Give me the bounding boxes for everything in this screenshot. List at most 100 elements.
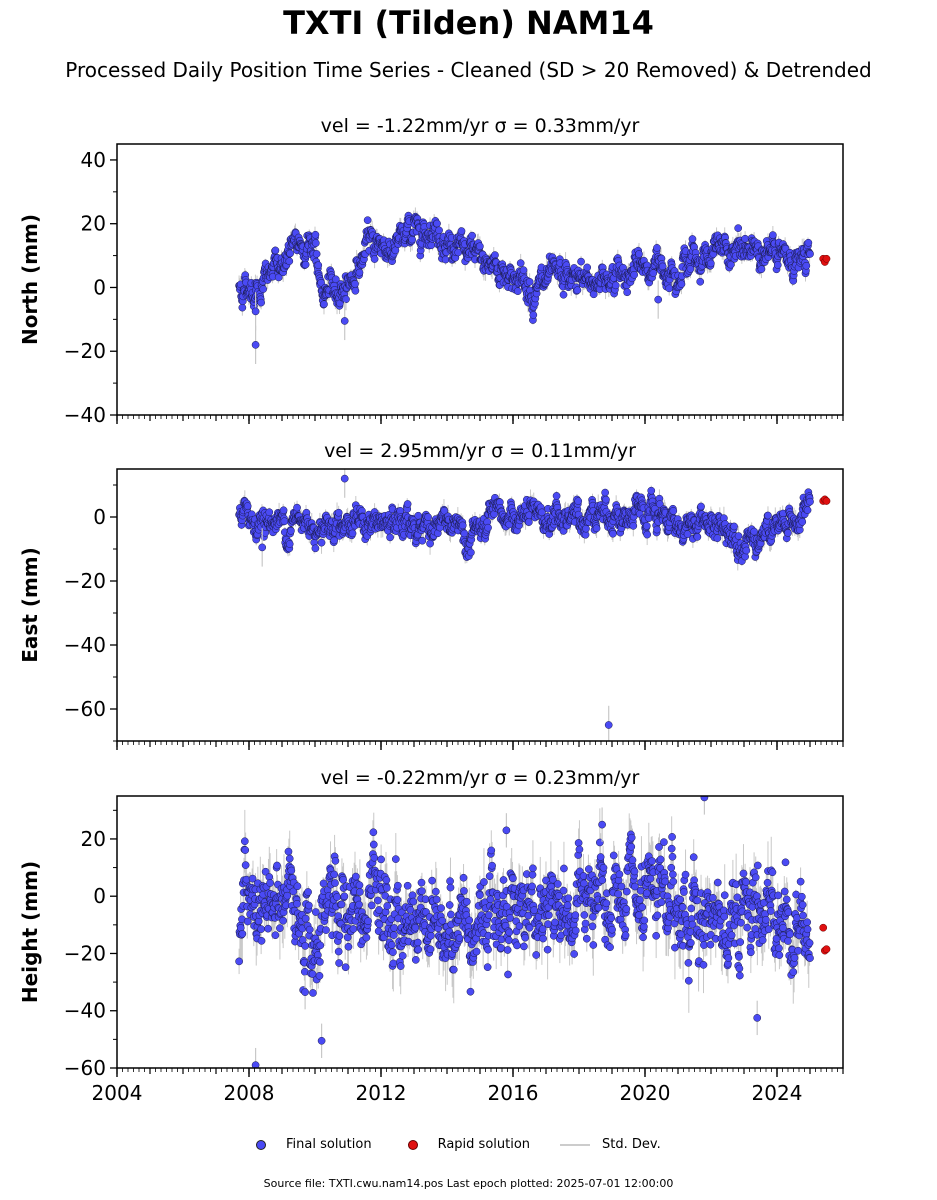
data-point-final <box>457 227 466 235</box>
data-point-final <box>287 527 295 535</box>
data-point-final <box>669 507 678 515</box>
data-point-final <box>658 262 667 271</box>
y-tick-label: −40 <box>64 403 106 427</box>
data-point-final <box>764 511 772 520</box>
data-point-final <box>363 216 372 225</box>
data-point-final <box>243 502 252 510</box>
data-point-final <box>525 278 534 286</box>
data-point-final <box>697 502 705 511</box>
data-point-final <box>686 265 695 273</box>
data-point-final <box>653 244 661 252</box>
data-point-final <box>574 497 583 505</box>
y-tick-label: 40 <box>81 148 106 172</box>
data-point-final <box>647 486 656 495</box>
data-point-final <box>458 521 467 530</box>
data-point-final <box>311 239 320 247</box>
data-point-final <box>798 517 807 526</box>
data-point-final <box>370 255 379 263</box>
data-point-final <box>559 290 568 299</box>
data-point-final <box>279 506 288 515</box>
y-tick-label: −20 <box>64 569 106 593</box>
data-point-final <box>312 250 321 258</box>
panel-2: vel = 2.95mm/yr σ = 0.11mm/yr East (mm) −6… <box>18 440 844 750</box>
series-rapid <box>819 495 831 505</box>
data-point-final <box>468 231 476 240</box>
y-axis-label: North (mm) <box>18 214 42 345</box>
data-point-final <box>386 533 394 542</box>
data-point-final <box>460 529 469 538</box>
data-point-final <box>750 527 758 536</box>
data-point-final <box>355 268 364 277</box>
data-point-rapid <box>822 497 831 505</box>
data-point-final <box>441 255 450 264</box>
data-point-final <box>285 257 294 266</box>
data-point-final <box>582 524 590 533</box>
series-final <box>235 796 814 1068</box>
data-point-final <box>424 513 432 521</box>
data-point-final <box>730 522 738 531</box>
data-point-final <box>524 518 533 526</box>
data-point-final <box>516 259 525 267</box>
data-point-final <box>271 246 280 255</box>
data-point-final <box>734 224 743 232</box>
data-point-final <box>317 538 326 547</box>
data-point-final <box>573 286 582 295</box>
data-point-final <box>286 249 294 258</box>
data-point-final <box>348 529 357 538</box>
data-point-final <box>484 523 492 532</box>
y-axis-label: Height (mm) <box>18 861 42 1003</box>
data-point-final <box>804 238 813 247</box>
data-point-final <box>440 506 449 515</box>
data-point-final <box>311 230 320 239</box>
data-point-final <box>802 261 811 270</box>
data-point-final <box>589 290 598 299</box>
data-point-final <box>391 246 400 255</box>
data-point-final <box>734 532 743 540</box>
data-point-outlier <box>604 721 613 729</box>
data-point-final <box>467 548 475 557</box>
data-point-final <box>629 522 638 530</box>
figure-title: TXTI (Tilden) NAM14 <box>283 4 654 42</box>
data-point-final <box>301 260 310 269</box>
data-point-final <box>285 540 294 548</box>
data-point-final <box>706 259 715 268</box>
data-point-final <box>602 495 610 504</box>
data-point-final <box>538 508 546 517</box>
panel-title: vel = -1.22mm/yr σ = 0.33mm/yr <box>321 115 640 137</box>
data-point-final <box>513 287 522 296</box>
panel-title: vel = -0.22mm/yr σ = 0.23mm/yr <box>321 767 640 789</box>
data-point-final <box>726 260 735 269</box>
data-point-final <box>583 263 592 272</box>
data-point-final <box>259 285 268 293</box>
data-point-final <box>713 534 722 543</box>
data-point-final <box>611 281 620 290</box>
data-point-outlier <box>258 543 267 552</box>
y-axis-label: East (mm) <box>18 547 42 663</box>
data-point-final <box>342 295 350 304</box>
y-tick-label: −20 <box>64 339 106 363</box>
data-point-outlier <box>340 474 349 483</box>
panel-3: vel = -0.22mm/yr σ = 0.23mm/yr Height (mm… <box>18 767 844 1105</box>
data-point-final <box>427 241 436 250</box>
data-point-final <box>653 525 661 534</box>
data-point-final <box>683 530 692 538</box>
data-point-final <box>696 277 705 286</box>
data-point-final <box>688 235 697 243</box>
y-tick-label: 0 <box>93 505 106 529</box>
data-point-final <box>274 273 283 282</box>
data-point-outlier <box>251 341 260 349</box>
data-point-final <box>433 219 441 228</box>
data-point-final <box>265 508 274 517</box>
data-point-final <box>609 529 617 538</box>
series-final <box>235 207 814 364</box>
figure-subtitle: Processed Daily Position Time Series - C… <box>65 58 872 82</box>
data-point-final <box>592 524 601 533</box>
data-point-final <box>757 265 766 274</box>
data-point-final <box>741 234 749 243</box>
y-tick-label: −40 <box>64 633 106 657</box>
data-point-final <box>601 488 609 497</box>
data-point-final <box>426 539 434 548</box>
data-point-final <box>642 522 651 530</box>
data-point-final <box>742 546 751 555</box>
